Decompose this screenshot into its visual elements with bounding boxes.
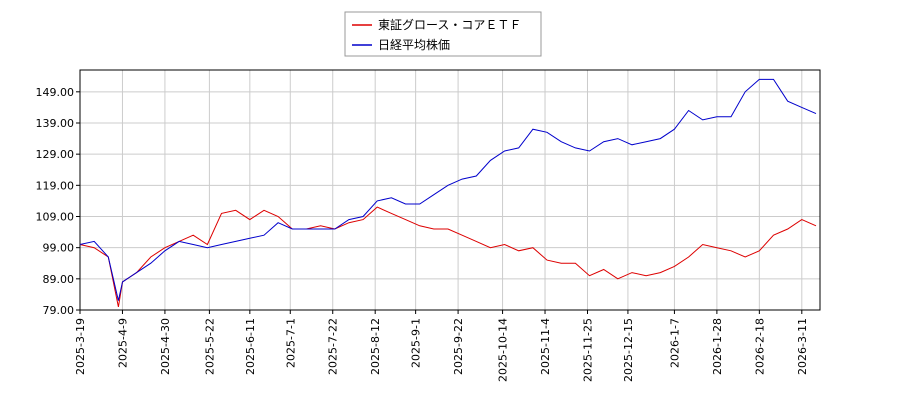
y-tick-label: 129.00 (36, 148, 75, 161)
legend-label: 東証グロース・コアＥＴＦ (378, 18, 521, 32)
x-tick-label: 2025-11-4 (539, 318, 552, 375)
y-tick-label: 89.00 (43, 273, 75, 286)
x-tick-label: 2025-11-25 (581, 318, 594, 382)
x-tick-label: 2026-3-11 (796, 318, 809, 375)
x-tick-label: 2026-1-28 (711, 318, 724, 375)
x-tick-label: 2026-1-7 (668, 318, 681, 368)
legend-box (344, 11, 542, 57)
x-tick-label: 2026-2-18 (753, 318, 766, 375)
y-tick-label: 119.00 (36, 179, 75, 192)
x-tick-label: 2025-6-11 (244, 318, 257, 375)
y-tick-label: 99.00 (43, 242, 75, 255)
series-line (79, 206, 817, 307)
legend-label: 日経平均株価 (378, 37, 450, 52)
y-tick-label: 109.00 (36, 210, 75, 223)
y-tick-label: 139.00 (36, 117, 75, 130)
x-tick-label: 2025-12-15 (622, 318, 635, 382)
x-tick-label: 2025-9-1 (410, 318, 423, 368)
x-tick-label: 2025-4-30 (159, 318, 172, 375)
legend: 東証グロース・コアＥＴＦ 日経平均株価 (344, 11, 542, 57)
x-tick-label: 2025-4-9 (116, 318, 129, 368)
x-tick-label: 2025-10-14 (497, 318, 510, 382)
x-tick-label: 2025-7-22 (327, 318, 340, 375)
x-tick-label: 2025-7-1 (284, 318, 297, 368)
y-tick-label: 149.00 (36, 86, 75, 99)
x-tick-label: 2025-5-22 (203, 318, 216, 375)
plot-frame (79, 69, 821, 311)
y-tick-label: 79.00 (43, 304, 75, 317)
x-tick-label: 2025-3-19 (74, 318, 87, 375)
x-tick-label: 2025-8-12 (369, 318, 382, 375)
series-line (79, 78, 817, 301)
x-tick-label: 2025-9-22 (452, 318, 465, 375)
